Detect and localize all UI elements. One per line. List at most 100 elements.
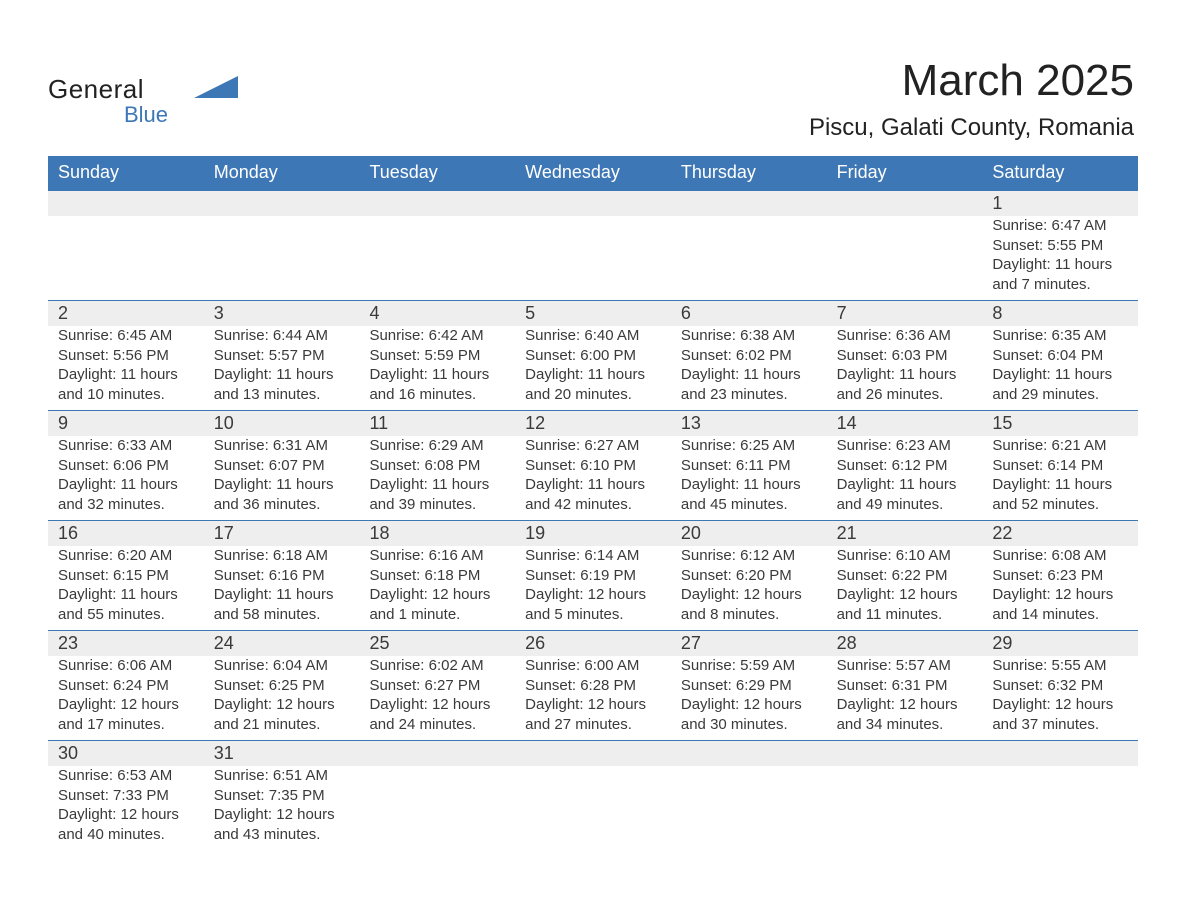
day-number <box>827 191 983 216</box>
day-cell: Sunrise: 6:31 AMSunset: 6:07 PMDaylight:… <box>204 436 360 520</box>
day-ss: Sunset: 6:20 PM <box>681 566 817 586</box>
day-dl2: and 27 minutes. <box>525 715 661 735</box>
day-cell: Sunrise: 6:06 AMSunset: 6:24 PMDaylight:… <box>48 656 204 740</box>
day-sr: Sunrise: 6:33 AM <box>58 436 194 456</box>
day-cell: Sunrise: 6:20 AMSunset: 6:15 PMDaylight:… <box>48 546 204 630</box>
day-dl2: and 8 minutes. <box>681 605 817 625</box>
day-sr: Sunrise: 6:44 AM <box>214 326 350 346</box>
day-cell: Sunrise: 6:14 AMSunset: 6:19 PMDaylight:… <box>515 546 671 630</box>
day-dl1: Daylight: 11 hours <box>214 475 350 495</box>
day-cell: Sunrise: 6:42 AMSunset: 5:59 PMDaylight:… <box>359 326 515 410</box>
calendar: SundayMondayTuesdayWednesdayThursdayFrid… <box>48 156 1138 850</box>
day-dl2: and 39 minutes. <box>369 495 505 515</box>
day-sr: Sunrise: 6:36 AM <box>837 326 973 346</box>
day-cell <box>982 766 1138 850</box>
day-dl1: Daylight: 11 hours <box>525 475 661 495</box>
day-cell: Sunrise: 6:38 AMSunset: 6:02 PMDaylight:… <box>671 326 827 410</box>
day-number <box>359 741 515 766</box>
day-dl2: and 58 minutes. <box>214 605 350 625</box>
weeks-container: 1Sunrise: 6:47 AMSunset: 5:55 PMDaylight… <box>48 191 1138 850</box>
daynum-row: 23242526272829 <box>48 630 1138 656</box>
day-ss: Sunset: 6:14 PM <box>992 456 1128 476</box>
day-number: 7 <box>827 301 983 326</box>
day-ss: Sunset: 6:00 PM <box>525 346 661 366</box>
day-dl2: and 32 minutes. <box>58 495 194 515</box>
day-dl1: Daylight: 11 hours <box>681 365 817 385</box>
day-cell: Sunrise: 6:35 AMSunset: 6:04 PMDaylight:… <box>982 326 1138 410</box>
day-dl2: and 45 minutes. <box>681 495 817 515</box>
day-ss: Sunset: 6:31 PM <box>837 676 973 696</box>
daynum-row: 2345678 <box>48 300 1138 326</box>
day-ss: Sunset: 6:10 PM <box>525 456 661 476</box>
day-sr: Sunrise: 6:47 AM <box>992 216 1128 236</box>
day-dl1: Daylight: 12 hours <box>681 695 817 715</box>
day-sr: Sunrise: 6:25 AM <box>681 436 817 456</box>
day-header-wednesday: Wednesday <box>515 156 671 191</box>
day-ss: Sunset: 6:04 PM <box>992 346 1128 366</box>
day-cell <box>827 766 983 850</box>
page: General Blue March 2025 Piscu, Galati Co… <box>0 0 1188 918</box>
day-sr: Sunrise: 6:02 AM <box>369 656 505 676</box>
day-dl2: and 21 minutes. <box>214 715 350 735</box>
day-dl1: Daylight: 12 hours <box>369 585 505 605</box>
day-dl2: and 14 minutes. <box>992 605 1128 625</box>
day-cell: Sunrise: 6:04 AMSunset: 6:25 PMDaylight:… <box>204 656 360 740</box>
day-cell: Sunrise: 6:45 AMSunset: 5:56 PMDaylight:… <box>48 326 204 410</box>
logo-arrow-icon <box>194 76 238 107</box>
day-number <box>359 191 515 216</box>
day-sr: Sunrise: 6:20 AM <box>58 546 194 566</box>
day-number <box>982 741 1138 766</box>
day-ss: Sunset: 5:56 PM <box>58 346 194 366</box>
day-number: 10 <box>204 411 360 436</box>
day-number: 1 <box>982 191 1138 216</box>
day-ss: Sunset: 6:06 PM <box>58 456 194 476</box>
day-cell: Sunrise: 6:47 AMSunset: 5:55 PMDaylight:… <box>982 216 1138 300</box>
week-row: Sunrise: 6:53 AMSunset: 7:33 PMDaylight:… <box>48 766 1138 850</box>
day-number: 13 <box>671 411 827 436</box>
day-dl1: Daylight: 11 hours <box>525 365 661 385</box>
month-title: March 2025 <box>809 56 1134 106</box>
day-dl1: Daylight: 11 hours <box>681 475 817 495</box>
day-header-thursday: Thursday <box>671 156 827 191</box>
day-sr: Sunrise: 6:53 AM <box>58 766 194 786</box>
day-cell: Sunrise: 6:23 AMSunset: 6:12 PMDaylight:… <box>827 436 983 520</box>
logo-text-blue: Blue <box>124 102 168 128</box>
day-cell: Sunrise: 6:29 AMSunset: 6:08 PMDaylight:… <box>359 436 515 520</box>
day-cell: Sunrise: 6:00 AMSunset: 6:28 PMDaylight:… <box>515 656 671 740</box>
day-sr: Sunrise: 5:55 AM <box>992 656 1128 676</box>
day-number: 31 <box>204 741 360 766</box>
day-cell: Sunrise: 6:12 AMSunset: 6:20 PMDaylight:… <box>671 546 827 630</box>
day-number: 24 <box>204 631 360 656</box>
day-cell: Sunrise: 6:44 AMSunset: 5:57 PMDaylight:… <box>204 326 360 410</box>
day-number: 16 <box>48 521 204 546</box>
day-cell <box>48 216 204 300</box>
day-sr: Sunrise: 6:18 AM <box>214 546 350 566</box>
day-dl2: and 30 minutes. <box>681 715 817 735</box>
day-number <box>515 191 671 216</box>
day-number <box>204 191 360 216</box>
day-header-monday: Monday <box>204 156 360 191</box>
day-dl1: Daylight: 12 hours <box>525 585 661 605</box>
day-ss: Sunset: 6:02 PM <box>681 346 817 366</box>
day-dl1: Daylight: 12 hours <box>214 695 350 715</box>
day-header-friday: Friday <box>827 156 983 191</box>
day-cell <box>515 216 671 300</box>
day-dl2: and 29 minutes. <box>992 385 1128 405</box>
day-dl2: and 10 minutes. <box>58 385 194 405</box>
day-number: 11 <box>359 411 515 436</box>
day-cell: Sunrise: 6:27 AMSunset: 6:10 PMDaylight:… <box>515 436 671 520</box>
day-cell: Sunrise: 6:36 AMSunset: 6:03 PMDaylight:… <box>827 326 983 410</box>
day-dl2: and 17 minutes. <box>58 715 194 735</box>
day-header-row: SundayMondayTuesdayWednesdayThursdayFrid… <box>48 156 1138 191</box>
day-cell <box>515 766 671 850</box>
day-dl2: and 7 minutes. <box>992 275 1128 295</box>
title-block: March 2025 Piscu, Galati County, Romania <box>809 56 1134 142</box>
day-number <box>827 741 983 766</box>
day-ss: Sunset: 6:22 PM <box>837 566 973 586</box>
daynum-row: 16171819202122 <box>48 520 1138 546</box>
day-cell <box>671 766 827 850</box>
week-row: Sunrise: 6:33 AMSunset: 6:06 PM Daylight:… <box>48 436 1138 520</box>
day-ss: Sunset: 7:35 PM <box>214 786 350 806</box>
day-dl2: and 20 minutes. <box>525 385 661 405</box>
day-cell: Sunrise: 5:57 AMSunset: 6:31 PMDaylight:… <box>827 656 983 740</box>
